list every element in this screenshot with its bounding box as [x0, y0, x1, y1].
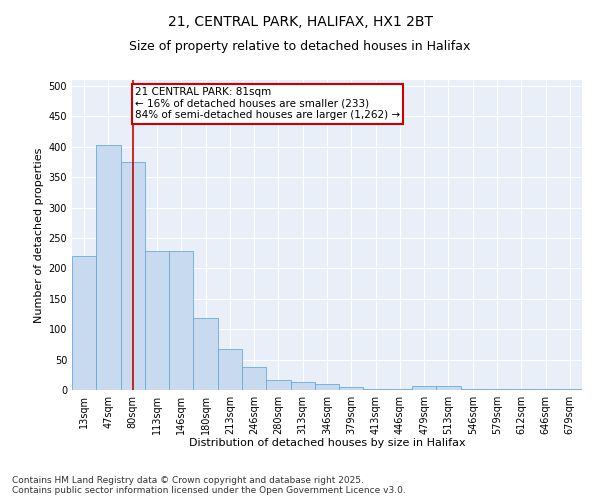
Bar — [436, 386, 461, 390]
Text: 21 CENTRAL PARK: 81sqm
← 16% of detached houses are smaller (233)
84% of semi-de: 21 CENTRAL PARK: 81sqm ← 16% of detached… — [135, 88, 400, 120]
Bar — [364, 389, 388, 390]
Bar — [412, 386, 436, 390]
X-axis label: Distribution of detached houses by size in Halifax: Distribution of detached houses by size … — [188, 438, 466, 448]
Bar — [121, 162, 145, 390]
Bar — [242, 367, 266, 390]
Text: Contains HM Land Registry data © Crown copyright and database right 2025.
Contai: Contains HM Land Registry data © Crown c… — [12, 476, 406, 495]
Bar — [169, 252, 193, 390]
Bar — [290, 382, 315, 390]
Text: 21, CENTRAL PARK, HALIFAX, HX1 2BT: 21, CENTRAL PARK, HALIFAX, HX1 2BT — [167, 15, 433, 29]
Bar — [145, 252, 169, 390]
Bar — [266, 380, 290, 390]
Y-axis label: Number of detached properties: Number of detached properties — [34, 148, 44, 322]
Bar — [315, 384, 339, 390]
Bar — [339, 387, 364, 390]
Bar — [96, 145, 121, 390]
Bar — [193, 318, 218, 390]
Bar — [218, 348, 242, 390]
Bar — [72, 256, 96, 390]
Text: Size of property relative to detached houses in Halifax: Size of property relative to detached ho… — [130, 40, 470, 53]
